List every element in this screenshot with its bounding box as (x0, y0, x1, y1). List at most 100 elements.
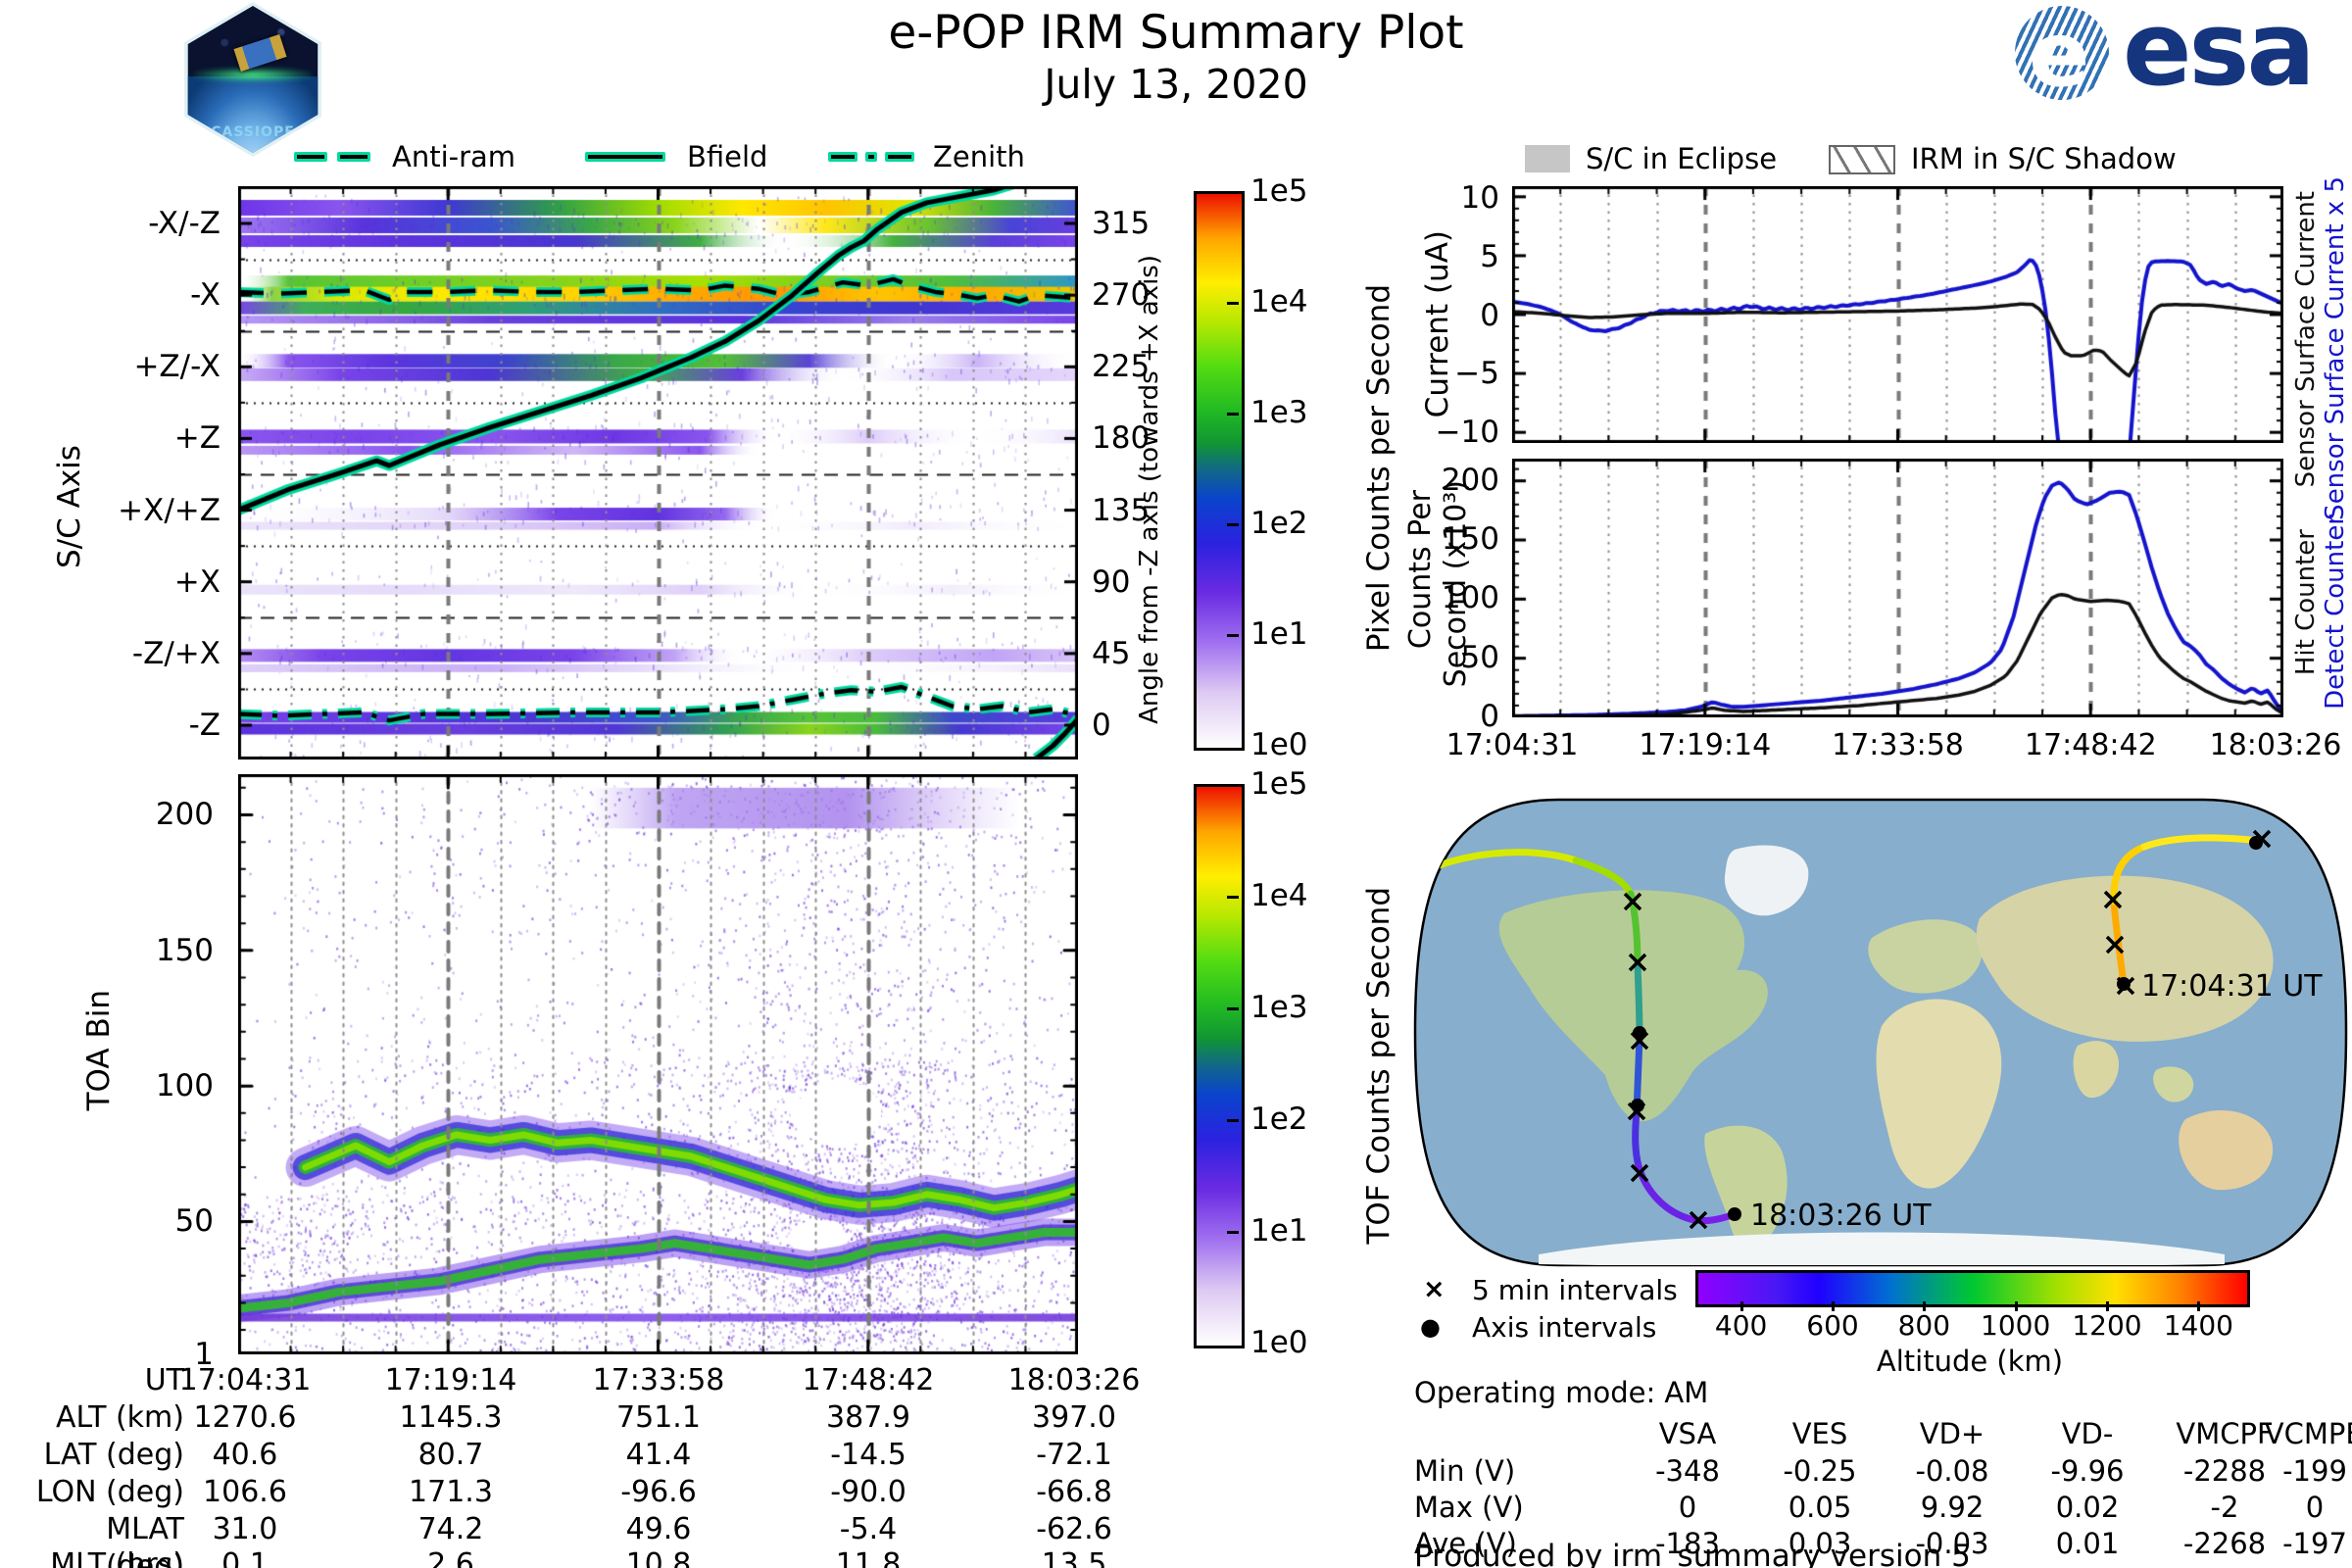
ephemeris-value: 80.7 (417, 1438, 484, 1472)
pixel-colorbar-tick: 1e5 (1250, 173, 1308, 209)
ephemeris-row-label: UT (144, 1363, 184, 1397)
time-xtick-label: 18:03:26 (2209, 728, 2342, 762)
map-north-america (1498, 890, 1768, 1122)
ephemeris-value: 31.0 (212, 1512, 278, 1546)
altitude-colorbar-label: Altitude (km) (1876, 1345, 2064, 1378)
shadow-legend-label: IRM in S/C Shadow (1911, 142, 2177, 175)
ephemeris-value: 17:33:58 (592, 1363, 725, 1397)
five-min-interval-x-marker (1623, 892, 1642, 911)
time-xtick-label: 17:48:42 (2024, 728, 2157, 762)
tof-colorbar-label: TOF Counts per Second (1361, 887, 1396, 1245)
tof-colorbar-tick: 1e3 (1250, 990, 1308, 1025)
legend-bfield-label: Bfield (687, 140, 768, 173)
sc-axis-row-label: -X/-Z (148, 206, 220, 241)
legend-zenith-label: Zenith (933, 140, 1025, 173)
tick-mark (1227, 896, 1239, 899)
eclipse-swatch-icon (1525, 145, 1570, 172)
esa-logo-wordmark: esa (2123, 0, 2316, 109)
ephemeris-value: -62.6 (1036, 1512, 1112, 1546)
voltage-value: -9.96 (2050, 1454, 2125, 1488)
toa-spectrogram-canvas (238, 774, 1078, 1354)
anti-ram-line-icon (337, 152, 370, 162)
voltage-col-header: VCMPB (2264, 1417, 2352, 1450)
dot-marker-label: Axis intervals (1472, 1311, 1657, 1344)
tick-mark (1227, 413, 1239, 416)
counts-panel (1512, 459, 2283, 717)
page-date: July 13, 2020 (1044, 61, 1308, 108)
track-end-label: 18:03:26 UT (1750, 1199, 1932, 1233)
voltage-value: -2268 (2182, 1527, 2267, 1560)
voltage-col-header: VMCPF (2176, 1417, 2274, 1450)
five-min-interval-x-marker (2105, 935, 2125, 955)
ephemeris-value: 106.6 (203, 1475, 287, 1509)
counts-canvas (1512, 459, 2283, 717)
voltage-value: 0 (1678, 1491, 1697, 1524)
ephemeris-value: 41.4 (625, 1438, 692, 1472)
voltage-value: -197 (2282, 1527, 2347, 1560)
pixel-colorbar-tick: 1e1 (1250, 616, 1308, 652)
counts-ytick-label: 50 (1460, 639, 1499, 675)
tick-mark (2106, 1301, 2109, 1311)
altitude-tick-label: 1200 (2072, 1309, 2142, 1342)
counts-ylabel-line1: Counts Per (1403, 490, 1438, 650)
axis-interval-dot-marker (1631, 1099, 1644, 1112)
sc-axis-ylabel: S/C Axis (52, 445, 87, 568)
sc-axis-row-label: +X (173, 564, 220, 600)
ground-track-segment (2110, 843, 2148, 906)
ephemeris-value: 171.3 (409, 1475, 493, 1509)
tick-mark (2014, 1301, 2018, 1311)
ephemeris-row-label: LAT (deg) (43, 1438, 184, 1472)
map-india (2073, 1041, 2120, 1099)
tick-mark (1227, 302, 1239, 305)
five-min-interval-x-marker (1628, 953, 1647, 972)
legend-anti-ram-label: Anti-ram (392, 140, 516, 173)
ephemeris-value: 49.6 (625, 1512, 692, 1546)
ephemeris-value: 11.8 (835, 1547, 902, 1568)
esa-logo-e: e (2029, 2, 2090, 107)
current-ytick-label: −5 (1454, 356, 1499, 392)
voltage-value: -0.08 (1915, 1454, 1989, 1488)
ground-track-segment (1632, 1107, 1642, 1170)
ephemeris-value: 17:04:31 (178, 1363, 312, 1397)
sc-axis-row-label: -Z (188, 708, 220, 743)
altitude-tick-label: 600 (1806, 1309, 1859, 1342)
operating-mode-label: Operating mode: AM (1414, 1376, 1709, 1409)
ephemeris-value: -96.6 (620, 1475, 697, 1509)
axis-interval-dot-marker (2249, 836, 2263, 850)
sc-angle-tick-label: 270 (1092, 277, 1151, 314)
voltage-value: -348 (1655, 1454, 1720, 1488)
ephemeris-value: 0.1 (221, 1547, 269, 1568)
dot-marker-icon: ● (1420, 1313, 1441, 1341)
map-south-america (1704, 1125, 1788, 1249)
ephemeris-value: 2.6 (427, 1547, 474, 1568)
counts-ytick-label: 0 (1480, 699, 1499, 734)
tick-mark (1227, 523, 1239, 526)
current-ytick-label: 0 (1480, 297, 1499, 333)
axis-interval-dot-marker (1633, 1026, 1646, 1040)
ephemeris-value: 397.0 (1032, 1400, 1116, 1435)
sc-angle-tick-label: 225 (1092, 349, 1151, 385)
ephemeris-value: 751.1 (616, 1400, 701, 1435)
map-continents (1498, 845, 2274, 1265)
pixel-colorbar-tick: 1e2 (1250, 506, 1308, 541)
zenith-line-icon (828, 152, 858, 162)
bfield-line-icon (585, 152, 665, 162)
ephemeris-value: -5.4 (839, 1512, 898, 1546)
current-right-label-blue: Sensor Surface Current x 5 (2321, 176, 2350, 520)
ephemeris-value: -14.5 (830, 1438, 906, 1472)
tick-mark (1227, 1119, 1239, 1122)
current-ytick-label: 10 (1460, 180, 1499, 216)
sc-angle-tick-label: 180 (1092, 420, 1151, 457)
ground-track-map: 17:04:31 UT 18:03:26 UT (1413, 798, 2348, 1267)
page-title: e-POP IRM Summary Plot (888, 6, 1464, 60)
current-right-label-black: Sensor Surface Current (2291, 191, 2321, 488)
voltage-value: 0.03 (1788, 1527, 1852, 1560)
tick-mark (1227, 1007, 1239, 1010)
voltage-col-header: VD- (2061, 1417, 2114, 1450)
ephemeris-row-label: MLT (hrs) (50, 1547, 184, 1568)
counts-right-label-blue: Detect Counter (2321, 514, 2350, 710)
ephemeris-row-label: MLAT (deg) (106, 1512, 184, 1568)
altitude-tick-label: 1000 (1981, 1309, 2051, 1342)
shadow-hatch-swatch-icon (1829, 145, 1895, 174)
voltage-col-header: VSA (1658, 1417, 1717, 1450)
